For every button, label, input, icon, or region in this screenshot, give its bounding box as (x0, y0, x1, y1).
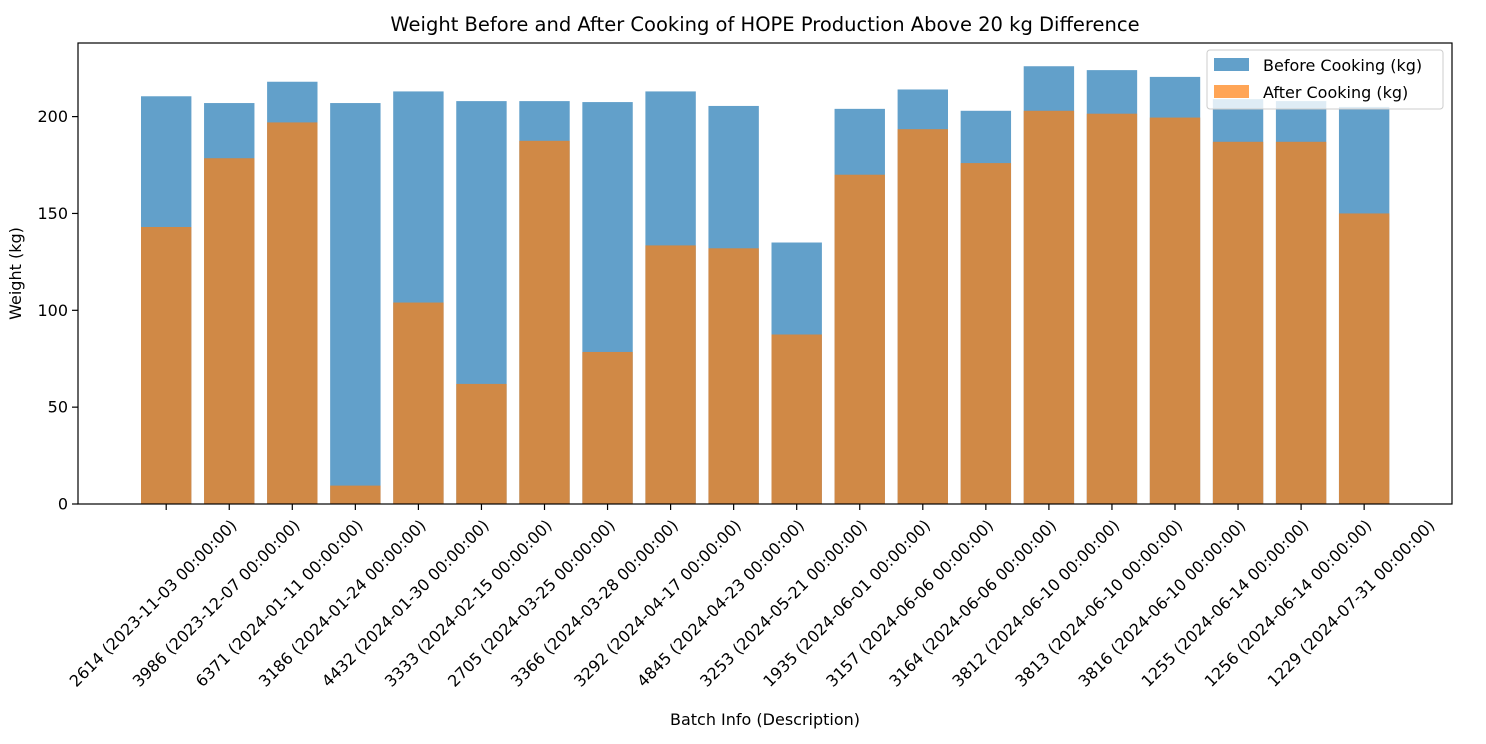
bar-after-cooking (1149, 117, 1201, 504)
y-tick-label: 200 (37, 107, 68, 126)
legend-label: After Cooking (kg) (1263, 83, 1408, 102)
x-axis: 2614 (2023-11-03 00:00:00)3986 (2023-12-… (66, 504, 1438, 691)
legend-box (1206, 49, 1444, 110)
bar-after-cooking (1275, 141, 1327, 505)
bar-before-cooking (330, 103, 381, 505)
bar-after-cooking (645, 245, 696, 504)
y-tick-label: 100 (37, 301, 68, 320)
bar-after-cooking (267, 122, 318, 505)
plot-frame (77, 42, 1453, 505)
bar-after-cooking (204, 158, 255, 504)
y-tick-label: 150 (37, 204, 68, 223)
legend-swatch (1214, 85, 1249, 98)
bar-after-cooking (1338, 213, 1390, 504)
y-axis: 0 50 100 150 200 (37, 107, 78, 514)
legend-swatch (1214, 58, 1249, 71)
x-axis-label: Batch Info (Description) (670, 710, 860, 729)
bar-after-cooking (456, 383, 507, 504)
y-axis-label: Weight (kg) (6, 227, 25, 320)
bar-after-cooking (834, 174, 885, 504)
bar-after-cooking (1023, 110, 1075, 504)
legend-label: Before Cooking (kg) (1263, 56, 1422, 75)
bar-after-cooking (771, 334, 822, 504)
bar-area (141, 66, 1390, 505)
y-tick-label: 50 (48, 398, 68, 417)
bar-after-cooking (897, 129, 948, 504)
bar-after-cooking (141, 227, 192, 504)
bar-after-cooking (1212, 141, 1264, 505)
bar-after-cooking (330, 485, 381, 504)
legend: Before Cooking (kg) After Cooking (kg) (1206, 49, 1444, 110)
bar-after-cooking (519, 140, 570, 504)
bar-after-cooking (960, 163, 1012, 504)
y-tick-label: 0 (58, 495, 68, 514)
bar-after-cooking (1086, 113, 1138, 504)
chart-title: Weight Before and After Cooking of HOPE … (390, 13, 1139, 36)
bar-after-cooking (582, 351, 633, 504)
bar-after-cooking (393, 302, 444, 504)
bar-after-cooking (708, 248, 759, 504)
